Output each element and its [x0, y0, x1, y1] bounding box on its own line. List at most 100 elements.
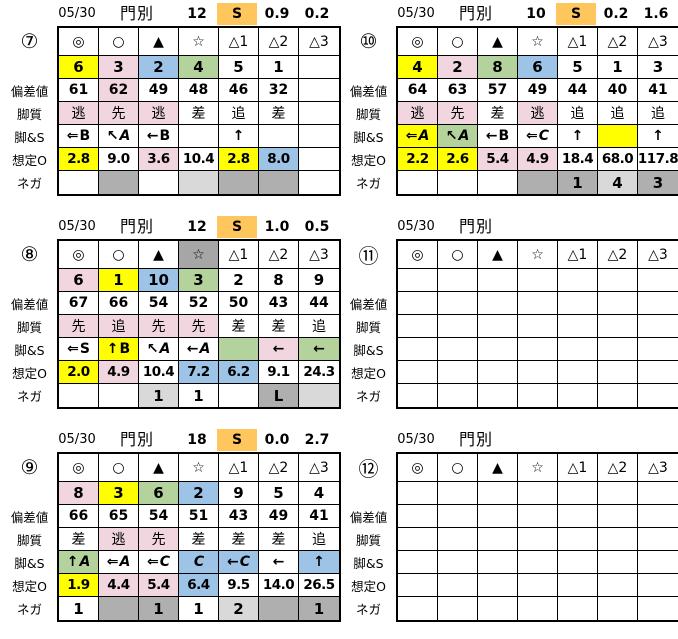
- cell-hensachi-2[interactable]: 66: [99, 292, 139, 315]
- cell-nega-3[interactable]: 1: [139, 384, 179, 407]
- cell-soutei_o-2[interactable]: 2.6: [438, 148, 478, 171]
- cell-kyakushitsu-5[interactable]: 差: [219, 315, 259, 338]
- cell-kyakushitsu-2[interactable]: 先: [438, 102, 478, 125]
- cell-kyakushitsu-1[interactable]: [398, 315, 438, 338]
- cell-marks-2[interactable]: ○: [438, 241, 478, 269]
- cell-kyakushitsu-1[interactable]: 差: [59, 528, 99, 551]
- cell-nega-6[interactable]: [598, 384, 638, 407]
- cell-marks-2[interactable]: ○: [438, 28, 478, 56]
- cell-kyaku_s-2[interactable]: [438, 551, 478, 574]
- cell-nega-1[interactable]: [398, 597, 438, 620]
- cell-numbers-4[interactable]: 3: [179, 269, 219, 292]
- cell-kyakushitsu-1[interactable]: [398, 528, 438, 551]
- cell-nega-6[interactable]: [259, 171, 299, 194]
- cell-marks-1[interactable]: ◎: [59, 28, 99, 56]
- cell-kyakushitsu-5[interactable]: 差: [219, 528, 259, 551]
- cell-kyaku_s-1[interactable]: [398, 338, 438, 361]
- cell-nega-7[interactable]: [299, 384, 339, 407]
- cell-hensachi-2[interactable]: [438, 505, 478, 528]
- cell-hensachi-1[interactable]: 64: [398, 79, 438, 102]
- cell-nega-2[interactable]: [99, 171, 139, 194]
- cell-soutei_o-5[interactable]: 6.2: [219, 361, 259, 384]
- cell-marks-5[interactable]: △1: [219, 241, 259, 269]
- cell-nega-2[interactable]: [99, 384, 139, 407]
- cell-kyakushitsu-3[interactable]: 差: [478, 102, 518, 125]
- cell-nega-3[interactable]: [478, 171, 518, 194]
- cell-soutei_o-2[interactable]: 4.4: [99, 574, 139, 597]
- cell-nega-5[interactable]: [558, 597, 598, 620]
- cell-hensachi-5[interactable]: [558, 292, 598, 315]
- cell-kyaku_s-4[interactable]: ⇐ C: [518, 125, 558, 148]
- cell-hensachi-7[interactable]: [299, 79, 339, 102]
- cell-marks-3[interactable]: ▲: [139, 28, 179, 56]
- cell-kyaku_s-5[interactable]: ← C: [219, 551, 259, 574]
- cell-kyakushitsu-5[interactable]: 追: [219, 102, 259, 125]
- cell-numbers-7[interactable]: [638, 269, 678, 292]
- cell-hensachi-1[interactable]: 61: [59, 79, 99, 102]
- cell-soutei_o-4[interactable]: 4.9: [518, 148, 558, 171]
- cell-kyakushitsu-3[interactable]: [478, 315, 518, 338]
- cell-hensachi-1[interactable]: [398, 505, 438, 528]
- cell-marks-1[interactable]: ◎: [59, 241, 99, 269]
- cell-soutei_o-3[interactable]: 10.4: [139, 361, 179, 384]
- cell-nega-7[interactable]: [638, 597, 678, 620]
- cell-kyakushitsu-6[interactable]: 差: [259, 528, 299, 551]
- cell-soutei_o-6[interactable]: 14.0: [259, 574, 299, 597]
- cell-nega-1[interactable]: [398, 384, 438, 407]
- cell-kyakushitsu-6[interactable]: 差: [259, 102, 299, 125]
- cell-kyaku_s-5[interactable]: [558, 551, 598, 574]
- cell-marks-3[interactable]: ▲: [478, 28, 518, 56]
- cell-hensachi-3[interactable]: 49: [139, 79, 179, 102]
- cell-soutei_o-7[interactable]: 117.8: [638, 148, 678, 171]
- cell-kyaku_s-4[interactable]: C: [179, 551, 219, 574]
- cell-marks-3[interactable]: ▲: [139, 241, 179, 269]
- cell-soutei_o-1[interactable]: 1.9: [59, 574, 99, 597]
- cell-nega-3[interactable]: 1: [139, 597, 179, 620]
- cell-numbers-6[interactable]: 5: [259, 482, 299, 505]
- cell-kyaku_s-3[interactable]: [478, 338, 518, 361]
- cell-kyaku_s-1[interactable]: [398, 551, 438, 574]
- cell-numbers-2[interactable]: 3: [99, 482, 139, 505]
- cell-marks-7[interactable]: △3: [299, 28, 339, 56]
- cell-marks-3[interactable]: ▲: [139, 454, 179, 482]
- cell-soutei_o-1[interactable]: [398, 361, 438, 384]
- cell-kyaku_s-4[interactable]: [518, 338, 558, 361]
- cell-marks-7[interactable]: △3: [299, 241, 339, 269]
- cell-kyaku_s-2[interactable]: [438, 338, 478, 361]
- cell-marks-2[interactable]: ○: [438, 454, 478, 482]
- cell-numbers-3[interactable]: 8: [478, 56, 518, 79]
- cell-numbers-6[interactable]: 1: [598, 56, 638, 79]
- cell-hensachi-2[interactable]: 63: [438, 79, 478, 102]
- cell-hensachi-3[interactable]: 54: [139, 292, 179, 315]
- cell-marks-1[interactable]: ◎: [59, 454, 99, 482]
- cell-marks-6[interactable]: △2: [598, 241, 638, 269]
- cell-nega-7[interactable]: [638, 384, 678, 407]
- cell-kyakushitsu-4[interactable]: 差: [179, 102, 219, 125]
- cell-numbers-2[interactable]: 2: [438, 56, 478, 79]
- cell-hensachi-3[interactable]: 54: [139, 505, 179, 528]
- cell-nega-7[interactable]: 1: [299, 597, 339, 620]
- cell-nega-2[interactable]: [99, 597, 139, 620]
- cell-soutei_o-4[interactable]: 10.4: [179, 148, 219, 171]
- cell-hensachi-3[interactable]: [478, 292, 518, 315]
- cell-hensachi-5[interactable]: [558, 505, 598, 528]
- cell-numbers-6[interactable]: 8: [259, 269, 299, 292]
- cell-nega-5[interactable]: [558, 384, 598, 407]
- cell-soutei_o-6[interactable]: 68.0: [598, 148, 638, 171]
- cell-hensachi-2[interactable]: 65: [99, 505, 139, 528]
- cell-hensachi-1[interactable]: 66: [59, 505, 99, 528]
- cell-soutei_o-6[interactable]: [598, 361, 638, 384]
- cell-kyaku_s-5[interactable]: [219, 338, 259, 361]
- cell-kyaku_s-2[interactable]: ↖ A: [99, 125, 139, 148]
- cell-hensachi-5[interactable]: 43: [219, 505, 259, 528]
- cell-kyaku_s-2[interactable]: ⇐ A: [99, 551, 139, 574]
- cell-kyaku_s-2[interactable]: ↖ A: [438, 125, 478, 148]
- cell-kyaku_s-7[interactable]: ↑: [638, 125, 678, 148]
- cell-kyakushitsu-1[interactable]: 先: [59, 315, 99, 338]
- cell-soutei_o-5[interactable]: 2.8: [219, 148, 259, 171]
- cell-numbers-1[interactable]: [398, 482, 438, 505]
- cell-marks-3[interactable]: ▲: [478, 241, 518, 269]
- cell-marks-3[interactable]: ▲: [478, 454, 518, 482]
- cell-numbers-6[interactable]: 1: [259, 56, 299, 79]
- cell-kyakushitsu-5[interactable]: [558, 528, 598, 551]
